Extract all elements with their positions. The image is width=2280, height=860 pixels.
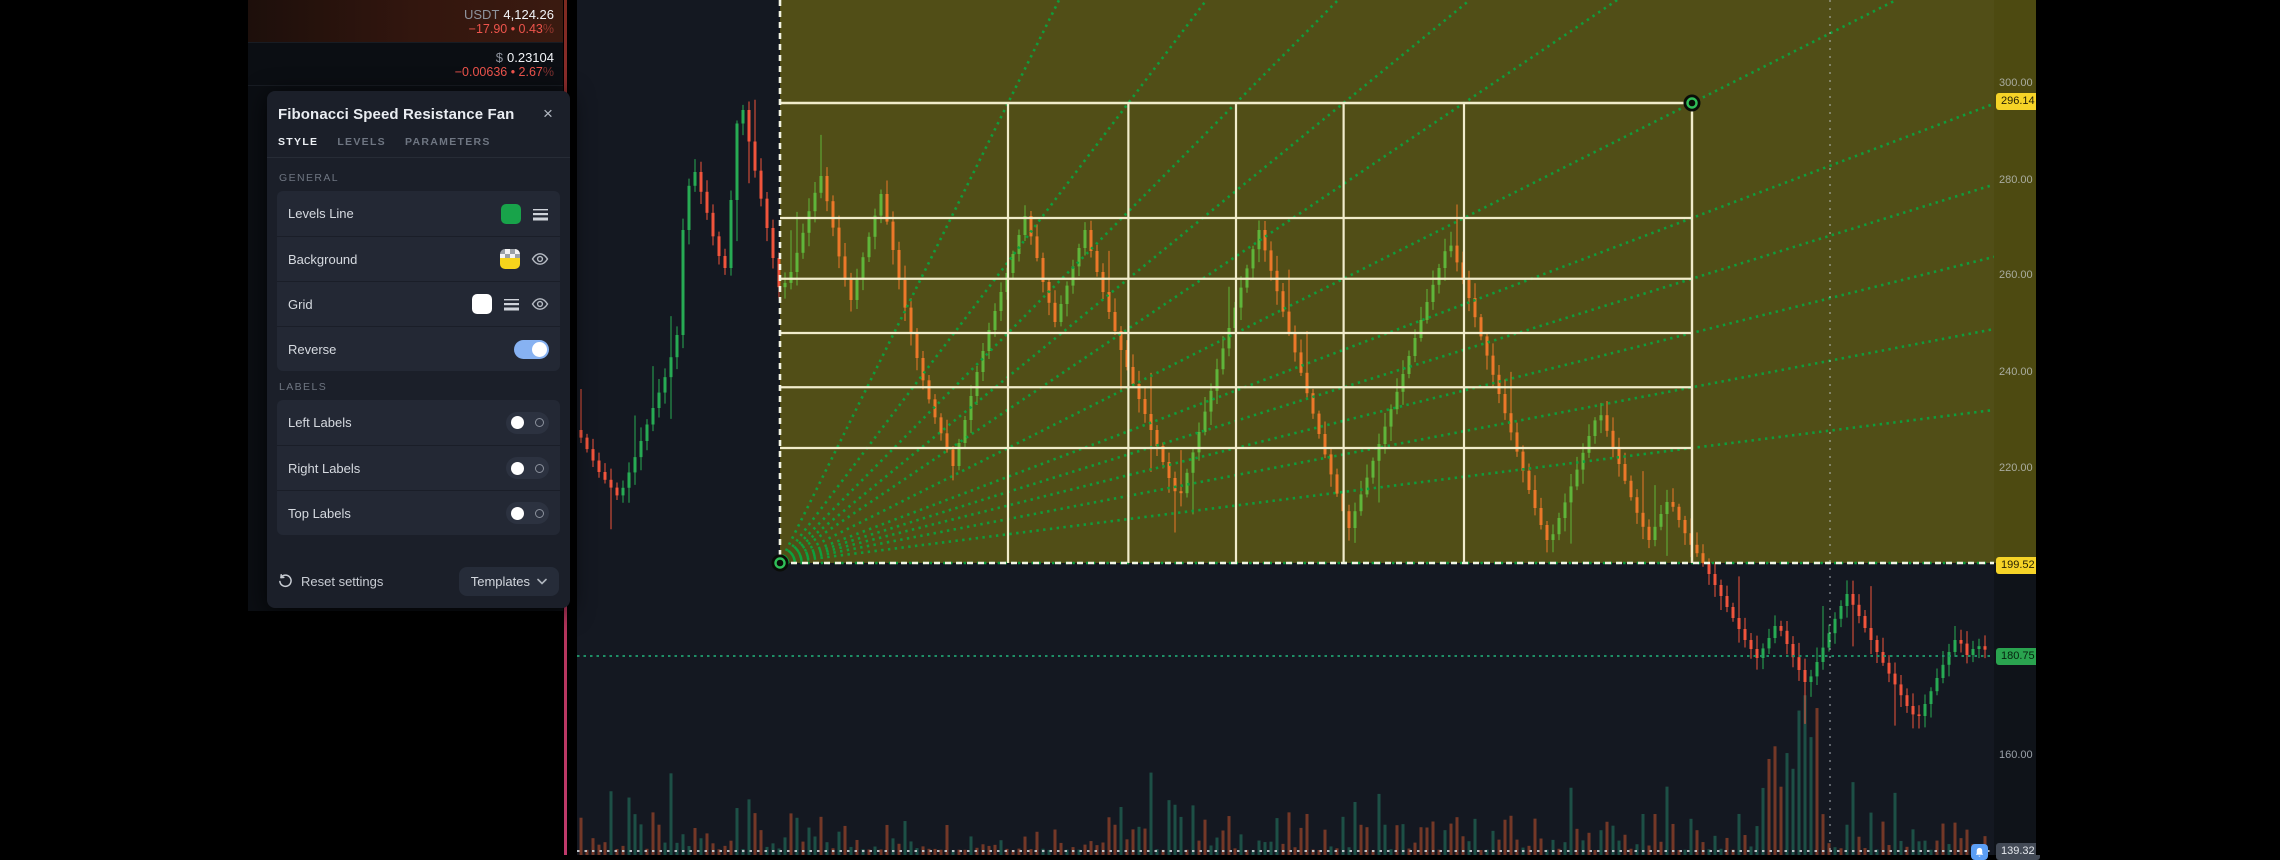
currency-label: $ (495, 49, 503, 65)
general-group: Levels Line Background Grid (277, 191, 560, 371)
fan-top-price-label: 296.14 (1996, 93, 2040, 110)
templates-button[interactable]: Templates (458, 567, 559, 596)
toggle-knob (532, 341, 547, 357)
section-labels: LABELS (279, 381, 328, 393)
dialog-header: Fibonacci Speed Resistance Fan × (267, 91, 570, 130)
currency-label: USDT (464, 6, 500, 22)
watchlist-row[interactable]: USDT 4,124.26 −17.90 • 0.43% (248, 0, 563, 43)
row-right-labels[interactable]: Right Labels (277, 445, 560, 490)
close-icon[interactable]: × (543, 104, 553, 123)
screenshot-crop-mask (2036, 0, 2280, 855)
tab-levels[interactable]: LEVELS (337, 136, 386, 148)
label-color-dot (511, 506, 524, 520)
eye-icon[interactable] (531, 297, 549, 311)
tab-parameters[interactable]: PARAMETERS (405, 136, 491, 148)
fan-bottom-price-label: 199.52 (1996, 557, 2040, 574)
symbol-price: USDT 4,124.26 (464, 7, 554, 22)
symbol-price: $0.23104 (496, 50, 554, 65)
right-labels-control[interactable] (506, 457, 549, 479)
label-checkbox-ring (535, 508, 544, 518)
dialog-body: GENERAL Levels Line Background (267, 158, 570, 535)
row-levels-line[interactable]: Levels Line (277, 191, 560, 236)
alert-bell-icon[interactable] (1971, 844, 1988, 860)
reverse-toggle[interactable] (514, 339, 549, 359)
line-width-icon[interactable] (532, 207, 549, 221)
row-left-labels[interactable]: Left Labels (277, 400, 560, 445)
chart-area[interactable] (577, 0, 1994, 855)
background-color-swatch[interactable] (500, 249, 520, 269)
dialog-title: Fibonacci Speed Resistance Fan (278, 105, 515, 123)
tab-style[interactable]: STYLE (278, 136, 319, 148)
fan-settings-dialog: Fibonacci Speed Resistance Fan × STYLE L… (267, 91, 570, 608)
price-chart-canvas[interactable] (577, 0, 1994, 855)
label-color-dot (511, 416, 524, 429)
alert-price-label: 139.32 (1996, 843, 2040, 860)
label-checkbox-ring (535, 418, 544, 427)
row-grid[interactable]: Grid (277, 281, 560, 326)
axis-tick: 220.00 (1999, 462, 2033, 474)
last-price-label: 180.75 (1996, 648, 2040, 665)
labels-group: Left Labels Right Labels Top Labels (277, 400, 560, 535)
grid-color-swatch[interactable] (472, 294, 492, 314)
axis-tick: 260.00 (1999, 269, 2033, 281)
row-top-labels[interactable]: Top Labels (277, 490, 560, 535)
row-background[interactable]: Background (277, 236, 560, 281)
line-width-icon[interactable] (503, 297, 520, 311)
axis-tick: 160.00 (1999, 749, 2033, 761)
dialog-footer: Reset settings Templates (267, 558, 570, 608)
watchlist-row[interactable]: $0.23104 −0.00636 • 2.67% (248, 43, 563, 86)
section-general: GENERAL (279, 172, 339, 184)
label-color-dot (511, 461, 524, 475)
row-reverse[interactable]: Reverse (277, 326, 560, 371)
price-value: 4,124.26 (503, 6, 554, 22)
eye-icon[interactable] (531, 252, 549, 266)
symbol-change: −0.00636 • 2.67% (454, 64, 554, 79)
price-value: 0.23104 (507, 49, 554, 65)
label-checkbox-ring (535, 463, 544, 473)
axis-tick: 280.00 (1999, 174, 2033, 186)
left-labels-control[interactable] (506, 411, 549, 434)
price-axis[interactable]: 300.00 280.00 260.00 240.00 220.00 160.0… (1994, 0, 2040, 860)
reset-icon (279, 574, 292, 588)
top-labels-control[interactable] (506, 502, 549, 524)
levels-line-color-swatch[interactable] (501, 203, 521, 224)
axis-tick: 300.00 (1999, 77, 2033, 89)
chevron-down-icon (537, 578, 547, 585)
dialog-tabs: STYLE LEVELS PARAMETERS (267, 130, 570, 158)
symbol-change: −17.90 • 0.43% (468, 21, 554, 36)
reset-settings-button[interactable]: Reset settings (278, 574, 383, 589)
axis-tick: 240.00 (1999, 366, 2033, 378)
